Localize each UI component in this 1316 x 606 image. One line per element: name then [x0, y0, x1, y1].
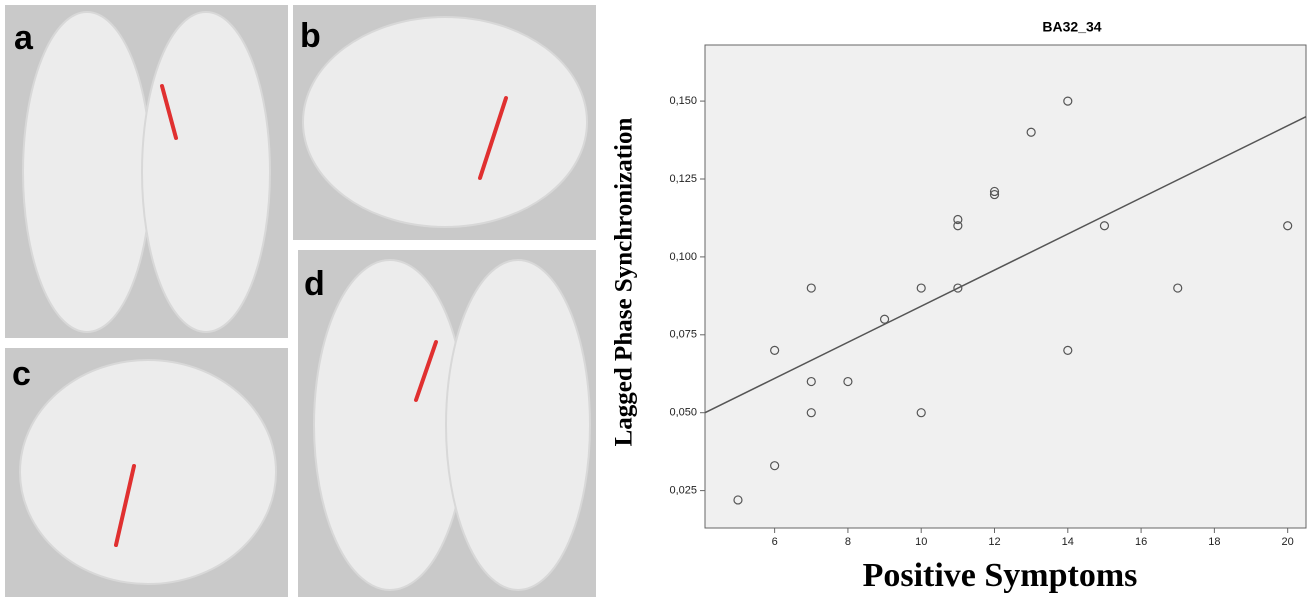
hemisphere	[446, 260, 590, 590]
brain-panels: a b c d	[5, 5, 596, 597]
x-tick-label: 12	[988, 536, 1000, 548]
chart-title: BA32_34	[1042, 19, 1101, 35]
x-tick-label: 20	[1282, 536, 1294, 548]
y-tick-label: 0,125	[669, 173, 697, 185]
y-tick-label: 0,025	[669, 485, 697, 497]
plot-area	[705, 45, 1306, 528]
x-tick-label: 10	[915, 536, 927, 548]
y-axis-label: Lagged Phase Synchronization	[611, 118, 638, 447]
x-tick-label: 6	[772, 536, 778, 548]
y-tick-label: 0,150	[669, 95, 697, 107]
x-axis-label: Positive Symptoms	[863, 557, 1138, 594]
brain-front	[20, 360, 276, 584]
figure: a b c d BA32_34 Positive Symptoms Lagged…	[0, 0, 1316, 601]
hemisphere	[23, 12, 151, 332]
panel-label: d	[304, 265, 325, 303]
brain-side	[303, 17, 587, 227]
x-tick-label: 14	[1062, 536, 1074, 548]
hemisphere	[314, 260, 466, 590]
y-tick-label: 0,075	[669, 329, 697, 341]
y-tick-label: 0,100	[669, 251, 697, 263]
x-tick-label: 8	[845, 536, 851, 548]
panel-label: c	[12, 355, 31, 393]
x-tick-label: 18	[1208, 536, 1220, 548]
x-tick-label: 16	[1135, 536, 1147, 548]
y-tick-label: 0,050	[669, 407, 697, 419]
hemisphere	[142, 12, 270, 332]
panel-label: b	[300, 17, 321, 55]
panel-label: a	[14, 19, 34, 57]
